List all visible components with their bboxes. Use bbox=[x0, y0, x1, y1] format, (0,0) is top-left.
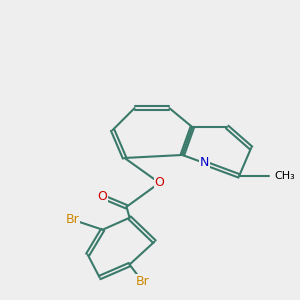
Text: CH₃: CH₃ bbox=[274, 171, 295, 181]
Text: Br: Br bbox=[66, 213, 80, 226]
Text: N: N bbox=[200, 157, 209, 169]
Text: O: O bbox=[154, 176, 164, 189]
Text: Br: Br bbox=[136, 275, 149, 288]
Text: O: O bbox=[98, 190, 108, 203]
